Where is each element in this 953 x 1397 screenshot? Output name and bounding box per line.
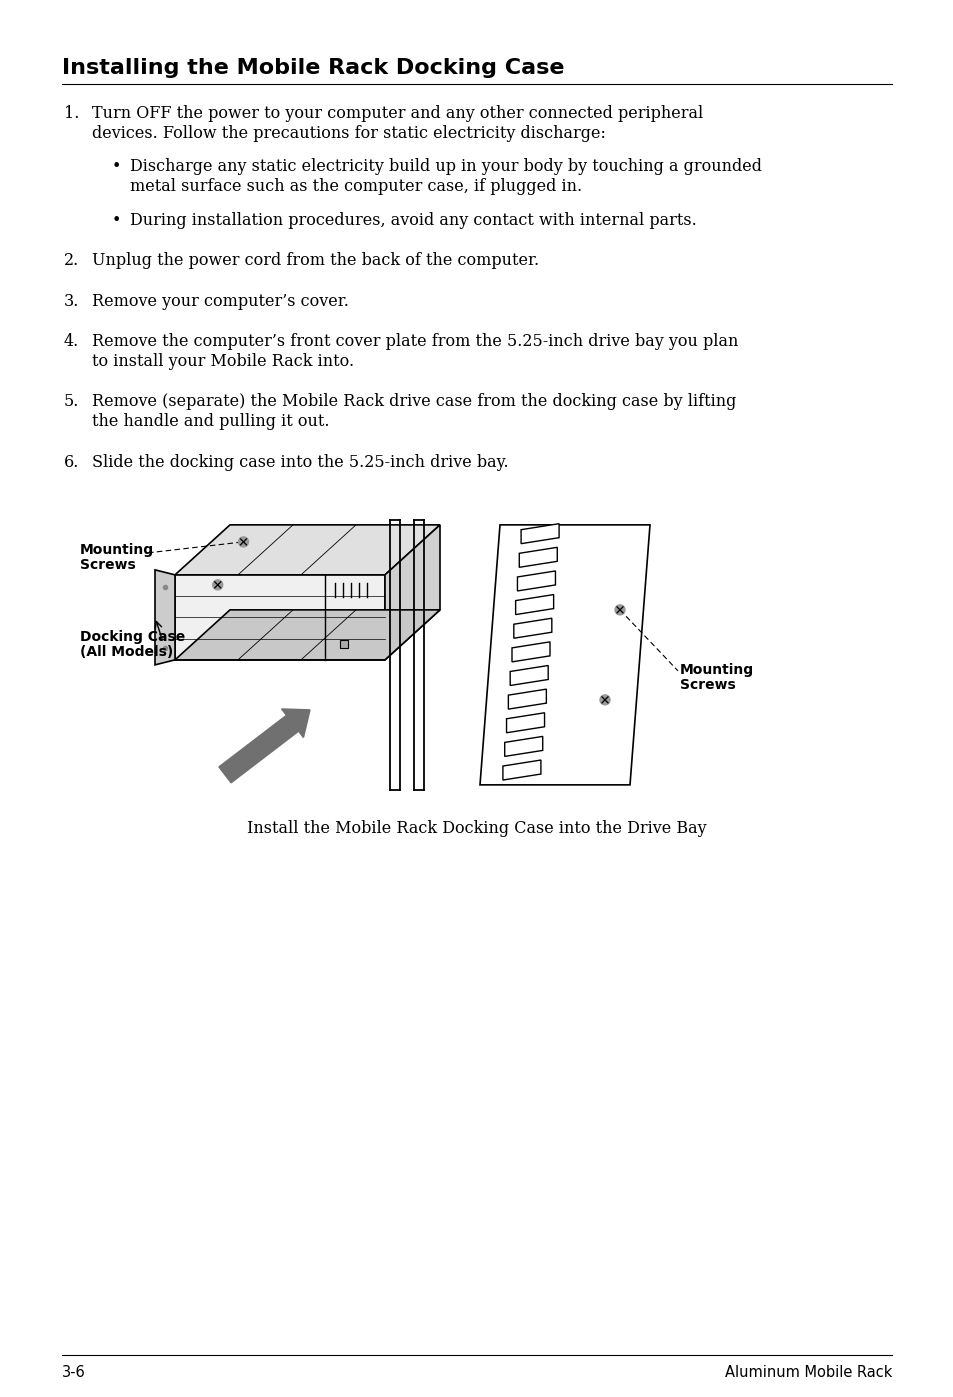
Text: 6.: 6. <box>64 454 79 471</box>
Polygon shape <box>385 525 439 659</box>
Text: Screws: Screws <box>679 678 735 692</box>
Text: 1.: 1. <box>64 105 79 122</box>
Text: •: • <box>112 158 121 176</box>
Text: Install the Mobile Rack Docking Case into the Drive Bay: Install the Mobile Rack Docking Case int… <box>247 820 706 837</box>
FancyArrow shape <box>218 708 310 782</box>
Text: During installation procedures, avoid any contact with internal parts.: During installation procedures, avoid an… <box>130 212 696 229</box>
Polygon shape <box>479 525 649 785</box>
Text: Discharge any static electricity build up in your body by touching a grounded: Discharge any static electricity build u… <box>130 158 761 176</box>
Text: Docking Case: Docking Case <box>80 630 185 644</box>
Text: Remove the computer’s front cover plate from the 5.25-inch drive bay you plan: Remove the computer’s front cover plate … <box>91 332 738 351</box>
Polygon shape <box>174 610 439 659</box>
Polygon shape <box>514 619 551 638</box>
Polygon shape <box>174 525 439 574</box>
Text: Installing the Mobile Rack Docking Case: Installing the Mobile Rack Docking Case <box>62 59 564 78</box>
Text: Unplug the power cord from the back of the computer.: Unplug the power cord from the back of t… <box>91 253 538 270</box>
Text: 5.: 5. <box>64 394 79 411</box>
Circle shape <box>238 536 248 546</box>
Polygon shape <box>502 760 540 780</box>
Text: Aluminum Mobile Rack: Aluminum Mobile Rack <box>724 1365 891 1380</box>
Text: the handle and pulling it out.: the handle and pulling it out. <box>91 414 329 430</box>
Polygon shape <box>520 524 558 543</box>
Polygon shape <box>515 595 553 615</box>
Text: 3-6: 3-6 <box>62 1365 86 1380</box>
Circle shape <box>599 694 609 705</box>
Circle shape <box>615 605 624 615</box>
Polygon shape <box>510 665 548 686</box>
Polygon shape <box>504 736 542 756</box>
Circle shape <box>213 580 222 590</box>
Text: Screws: Screws <box>80 557 135 571</box>
Text: devices. Follow the precautions for static electricity discharge:: devices. Follow the precautions for stat… <box>91 124 605 141</box>
Text: Slide the docking case into the 5.25-inch drive bay.: Slide the docking case into the 5.25-inc… <box>91 454 508 471</box>
Polygon shape <box>154 570 174 665</box>
Text: (All Models): (All Models) <box>80 645 173 659</box>
Bar <box>339 640 348 648</box>
Text: •: • <box>112 212 121 229</box>
Text: 4.: 4. <box>64 332 79 351</box>
Text: Mounting: Mounting <box>80 543 154 557</box>
Text: metal surface such as the computer case, if plugged in.: metal surface such as the computer case,… <box>130 179 581 196</box>
Text: 3.: 3. <box>64 293 79 310</box>
Text: Remove your computer’s cover.: Remove your computer’s cover. <box>91 293 349 310</box>
Text: to install your Mobile Rack into.: to install your Mobile Rack into. <box>91 353 354 370</box>
Polygon shape <box>174 574 385 659</box>
Text: Turn OFF the power to your computer and any other connected peripheral: Turn OFF the power to your computer and … <box>91 105 702 122</box>
Polygon shape <box>517 571 555 591</box>
Polygon shape <box>512 641 550 662</box>
Text: 2.: 2. <box>64 253 79 270</box>
Text: Remove (separate) the Mobile Rack drive case from the docking case by lifting: Remove (separate) the Mobile Rack drive … <box>91 394 736 411</box>
Polygon shape <box>518 548 557 567</box>
Text: Mounting: Mounting <box>679 662 753 678</box>
Polygon shape <box>506 712 544 733</box>
Polygon shape <box>508 689 546 710</box>
